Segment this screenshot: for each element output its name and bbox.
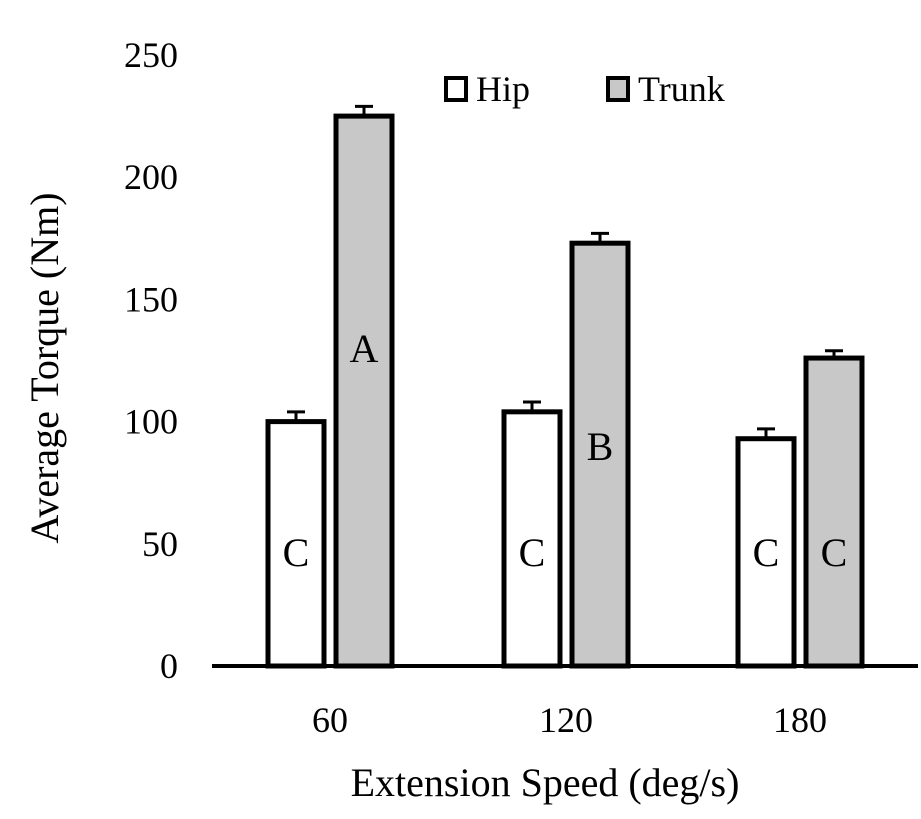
annotation-trunk-120: B bbox=[587, 424, 614, 469]
bar-trunk-180 bbox=[803, 355, 865, 669]
annotation-trunk-60: A bbox=[350, 326, 379, 371]
legend: Hip Trunk bbox=[444, 69, 725, 109]
bar-trunk-60 bbox=[333, 113, 395, 669]
legend-swatch-hip bbox=[444, 76, 468, 102]
annotation-hip-120: C bbox=[519, 530, 546, 575]
y-tick-label-3: 150 bbox=[124, 279, 178, 319]
legend-label-trunk: Trunk bbox=[638, 69, 725, 109]
x-axis-title: Extension Speed (deg/s) bbox=[351, 760, 740, 805]
legend-label-hip: Hip bbox=[476, 69, 530, 109]
x-tick-labels: 60 120 180 bbox=[312, 700, 827, 740]
annotation-trunk-180: C bbox=[821, 530, 848, 575]
legend-swatch-trunk bbox=[606, 76, 630, 102]
x-tick-label-1: 120 bbox=[539, 700, 593, 740]
y-tick-labels: 0 50 100 150 200 250 bbox=[124, 35, 178, 686]
y-tick-label-5: 250 bbox=[124, 35, 178, 75]
y-axis-title: Average Torque (Nm) bbox=[22, 192, 67, 543]
y-tick-label-1: 50 bbox=[142, 524, 178, 564]
annotation-hip-60: C bbox=[283, 530, 310, 575]
annotation-hip-180: C bbox=[753, 530, 780, 575]
y-tick-label-4: 200 bbox=[124, 157, 178, 197]
y-tick-label-0: 0 bbox=[160, 646, 178, 686]
x-tick-label-2: 180 bbox=[773, 700, 827, 740]
x-tick-label-0: 60 bbox=[312, 700, 348, 740]
bars-layer bbox=[265, 104, 865, 669]
y-tick-label-2: 100 bbox=[124, 402, 178, 442]
